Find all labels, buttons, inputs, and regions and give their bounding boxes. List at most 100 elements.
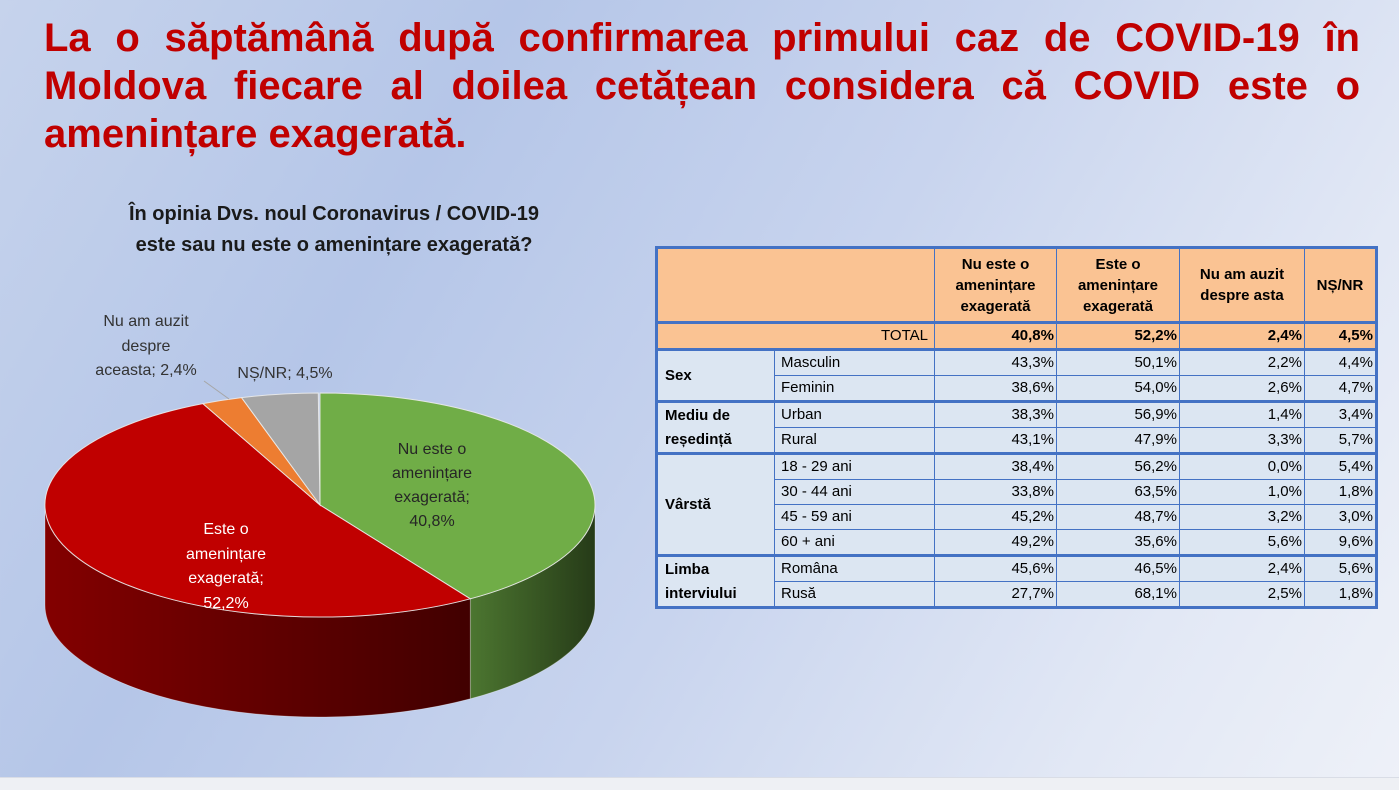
cell-value: 2,2%	[1179, 348, 1305, 376]
table-row: 30 - 44 ani 33,8% 63,5% 1,0% 1,8%	[657, 479, 1377, 505]
slide-title-line: La o săptămână după confirmarea primului…	[44, 16, 1360, 60]
cell-value: 5,6%	[1304, 554, 1377, 582]
row-label: 45 - 59 ani	[774, 504, 935, 530]
cell-value: 1,8%	[1304, 581, 1377, 608]
pie-data-label: Este o amenințare exagerată; 52,2%	[156, 518, 296, 616]
cell-value: 68,1%	[1056, 581, 1180, 608]
cell-value: 5,7%	[1304, 427, 1377, 454]
total-value: 40,8%	[934, 322, 1057, 351]
row-label: Româna	[774, 554, 935, 582]
cell-value: 35,6%	[1056, 529, 1180, 556]
cell-value: 48,7%	[1056, 504, 1180, 530]
cell-value: 2,6%	[1179, 375, 1305, 402]
cell-value: 1,4%	[1179, 400, 1305, 428]
cell-value: 3,4%	[1304, 400, 1377, 428]
column-header: Este o amenințare exagerată	[1056, 247, 1180, 324]
column-header: NȘ/NR	[1304, 247, 1377, 324]
pie-data-label-line: amenințare	[185, 545, 267, 563]
pie-data-label-line: exagerată;	[394, 489, 470, 506]
total-value: 2,4%	[1179, 322, 1305, 351]
cell-value: 49,2%	[934, 529, 1057, 556]
cell-value: 5,6%	[1179, 529, 1305, 556]
pie-slice-4	[240, 392, 321, 507]
pie-data-label-line: NȘ/NR; 4,5%	[237, 365, 333, 382]
pie-data-label-line: 52,2%	[203, 594, 249, 612]
cell-value: 1,8%	[1304, 479, 1377, 505]
pie-slice-2	[44, 403, 472, 618]
table-row: Mediu de reședință Urban 38,3% 56,9% 1,4% 3,4…	[656, 400, 1377, 454]
cell-value: 47,9%	[1056, 427, 1180, 454]
cell-value: 4,4%	[1304, 348, 1377, 376]
row-label: Rusă	[774, 581, 935, 608]
cell-value: 4,7%	[1304, 375, 1377, 402]
total-label: TOTAL	[656, 322, 935, 351]
row-label: Rural	[774, 427, 935, 454]
table-row: Limba interviului Româna 45,6% 46,5% 2,4% 5,6…	[656, 554, 1377, 608]
pie-data-label-line: Este o	[203, 521, 249, 538]
chart-title-line: În opinia Dvs. noul Coronavirus / COVID-…	[128, 203, 540, 225]
pie-tops	[44, 392, 596, 618]
table-row: Feminin 38,6% 54,0% 2,6% 4,7%	[657, 375, 1377, 402]
table-header-row: Nu este o amenințare exagerată Este o ame…	[656, 247, 1377, 324]
table-row: 45 - 59 ani 45,2% 48,7% 3,2% 3,0%	[657, 504, 1377, 530]
pie-data-label: Nu este o amenințare exagerată; 40,8%	[362, 438, 502, 534]
table-row: Vârstă 18 - 29 ani 38,4% 56,2% 0,0% 5,4%	[656, 452, 1377, 556]
row-label: 18 - 29 ani	[774, 452, 935, 480]
column-header: Nu am auzit despre asta	[1179, 247, 1305, 324]
cell-value: 45,2%	[934, 504, 1057, 530]
cell-value: 0,0%	[1179, 452, 1305, 480]
pie-data-label-line: amenințare	[391, 465, 473, 482]
total-value: 52,2%	[1056, 322, 1180, 351]
cell-value: 43,3%	[934, 348, 1057, 376]
total-row: TOTAL 40,8% 52,2% 2,4% 4,5%	[656, 322, 1377, 351]
cell-value: 5,4%	[1304, 452, 1377, 480]
cell-value: 2,5%	[1179, 581, 1305, 608]
slide-bottom-strip	[0, 777, 1399, 790]
cell-value: 63,5%	[1056, 479, 1180, 505]
table-row: Rusă 27,7% 68,1% 2,5% 1,8%	[657, 581, 1377, 608]
cell-value: 56,2%	[1056, 452, 1180, 480]
row-label: 60 + ani	[774, 529, 935, 556]
cell-value: 38,4%	[934, 452, 1057, 480]
row-label: Masculin	[774, 348, 935, 376]
cell-value: 50,1%	[1056, 348, 1180, 376]
chart-title-line: este sau nu este o amenințare exagerată?	[135, 234, 533, 256]
table-row: 60 + ani 49,2% 35,6% 5,6% 9,6%	[657, 529, 1377, 556]
table-row: Rural 43,1% 47,9% 3,3% 5,7%	[657, 427, 1377, 454]
pie-data-label-line: exagerată;	[188, 570, 264, 587]
table-header-corner	[656, 247, 935, 324]
slide-title-line: Moldova fiecare al doilea cetățean consi…	[44, 64, 1360, 108]
group-label: Mediu de reședință	[656, 400, 775, 454]
results-table: Nu este o amenințare exagerată Este o ame…	[655, 246, 1378, 609]
group-label: Vârstă	[656, 452, 775, 556]
column-header: Nu este o amenințare exagerată	[934, 247, 1057, 324]
chart-title: În opinia Dvs. noul Coronavirus / COVID-…	[34, 199, 634, 261]
cell-value: 45,6%	[934, 554, 1057, 582]
data-label-leader-line	[203, 380, 230, 400]
cell-value: 56,9%	[1056, 400, 1180, 428]
group-label: Sex	[656, 348, 775, 402]
pie-data-label: Nu am auzit despre aceasta; 2,4%	[76, 310, 216, 384]
cell-value: 1,0%	[1179, 479, 1305, 505]
group-label: Limba interviului	[656, 554, 775, 608]
slide-title-line: amenințare exagerată.	[44, 112, 467, 156]
cell-value: 2,4%	[1179, 554, 1305, 582]
table-row: Sex Masculin 43,3% 50,1% 2,2% 4,4%	[656, 348, 1377, 402]
cell-value: 3,2%	[1179, 504, 1305, 530]
pie-data-label-line: despre	[121, 337, 171, 355]
cell-value: 38,6%	[934, 375, 1057, 402]
pie-data-label-line: aceasta; 2,4%	[95, 362, 197, 379]
cell-value: 33,8%	[934, 479, 1057, 505]
pie-data-label: NȘ/NR; 4,5%	[215, 362, 355, 386]
pie-data-label-line: Nu am auzit	[103, 313, 189, 330]
pie-chart	[44, 380, 596, 718]
table-head: Nu este o amenințare exagerată Este o ame…	[656, 247, 1377, 351]
row-label: Urban	[774, 400, 935, 428]
cell-value: 3,0%	[1304, 504, 1377, 530]
cell-value: 43,1%	[934, 427, 1057, 454]
pie-data-label-line: Nu este o	[397, 441, 467, 458]
cell-value: 9,6%	[1304, 529, 1377, 556]
cell-value: 3,3%	[1179, 427, 1305, 454]
total-value: 4,5%	[1304, 322, 1377, 351]
pie-data-label-line: 40,8%	[409, 513, 455, 530]
